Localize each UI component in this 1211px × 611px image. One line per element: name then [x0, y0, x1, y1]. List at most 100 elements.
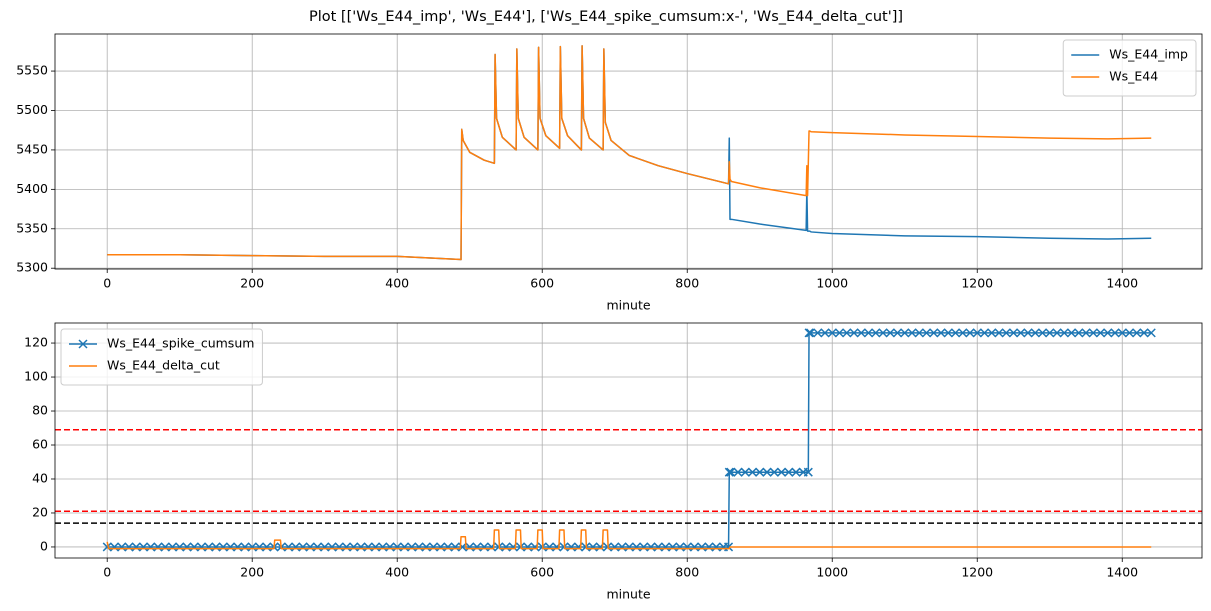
marker — [747, 467, 758, 477]
marker — [1132, 328, 1142, 338]
marker — [443, 542, 453, 552]
marker — [428, 542, 438, 552]
marker — [117, 542, 127, 552]
legend-label: Ws_E44_spike_cumsum — [107, 336, 254, 351]
marker — [1059, 328, 1069, 338]
x-tick-label: 1000 — [816, 276, 848, 291]
marker — [726, 467, 736, 477]
plot-area — [55, 328, 1202, 552]
marker — [682, 542, 692, 552]
y-tick-label: 5450 — [16, 141, 48, 156]
marker — [385, 542, 395, 552]
marker — [617, 542, 627, 552]
y-tick-label: 5350 — [16, 220, 48, 235]
x-tick-label: 600 — [530, 565, 554, 580]
axes-frame — [54, 33, 1203, 270]
marker — [146, 542, 156, 552]
marker — [1103, 328, 1113, 338]
y-tick-label: 40 — [32, 470, 48, 485]
marker — [225, 542, 235, 552]
legend-label: Ws_E44 — [1109, 69, 1158, 84]
marker — [755, 467, 765, 477]
marker — [327, 542, 337, 552]
marker — [588, 542, 598, 552]
marker — [1088, 328, 1098, 338]
marker — [1008, 328, 1019, 338]
marker — [610, 542, 620, 552]
marker — [1052, 328, 1062, 338]
marker — [1117, 328, 1127, 338]
marker — [109, 542, 119, 552]
x-tick-label: 1000 — [816, 565, 848, 580]
x-tick-label: 400 — [385, 276, 409, 291]
x-tick-label: 600 — [530, 276, 554, 291]
marker — [827, 328, 837, 338]
marker — [291, 542, 301, 552]
marker — [646, 542, 656, 552]
marker — [892, 328, 903, 338]
marker — [631, 542, 642, 552]
marker — [566, 542, 576, 552]
marker — [262, 542, 272, 552]
marker — [943, 328, 953, 338]
marker — [240, 542, 250, 552]
legend-label: Ws_E44_imp — [1109, 47, 1188, 62]
y-tick-label: 100 — [24, 369, 48, 384]
figure-title: Plot [['Ws_E44_imp', 'Ws_E44'], ['Ws_E44… — [309, 9, 903, 25]
marker — [653, 542, 663, 552]
marker — [624, 542, 634, 552]
marker — [131, 542, 141, 552]
marker — [724, 542, 734, 552]
marker — [1074, 328, 1084, 338]
marker — [1023, 328, 1033, 338]
marker — [465, 542, 475, 552]
marker — [958, 328, 968, 338]
marker — [283, 542, 293, 552]
marker — [1139, 328, 1149, 338]
y-tick-label: 5400 — [16, 181, 48, 196]
marker — [950, 328, 961, 338]
marker — [900, 328, 910, 338]
marker — [523, 542, 533, 552]
y-tick-label: 80 — [32, 403, 48, 418]
marker — [834, 328, 845, 338]
marker — [167, 542, 177, 552]
marker — [813, 328, 823, 338]
marker — [784, 467, 794, 477]
x-tick-label: 1400 — [1106, 565, 1138, 580]
series-line — [107, 45, 1152, 261]
marker — [1124, 328, 1135, 338]
series-line — [107, 45, 1152, 261]
marker — [994, 328, 1004, 338]
series-line — [107, 332, 1152, 548]
marker — [791, 467, 801, 477]
marker — [878, 328, 888, 338]
marker — [378, 542, 388, 552]
marker — [102, 542, 112, 552]
series-line — [106, 529, 1152, 550]
marker — [320, 542, 330, 552]
marker — [254, 542, 264, 552]
marker — [639, 542, 649, 552]
marker — [704, 542, 714, 552]
marker — [370, 542, 380, 552]
marker — [341, 542, 351, 552]
marker — [1146, 328, 1156, 338]
x-tick-label: 1400 — [1106, 276, 1138, 291]
marker — [762, 467, 772, 477]
marker — [804, 328, 814, 338]
marker — [138, 542, 148, 552]
marker — [711, 542, 721, 552]
marker — [805, 328, 816, 338]
marker — [1030, 328, 1040, 338]
x-axis-label: minute — [606, 587, 650, 602]
marker — [724, 467, 734, 477]
y-tick-label: 60 — [32, 437, 48, 452]
x-tick-label: 800 — [675, 276, 699, 291]
marker — [312, 542, 322, 552]
marker — [697, 542, 707, 552]
marker — [979, 328, 990, 338]
y-tick-label: 5550 — [16, 63, 48, 78]
marker — [856, 328, 866, 338]
marker — [421, 542, 431, 552]
